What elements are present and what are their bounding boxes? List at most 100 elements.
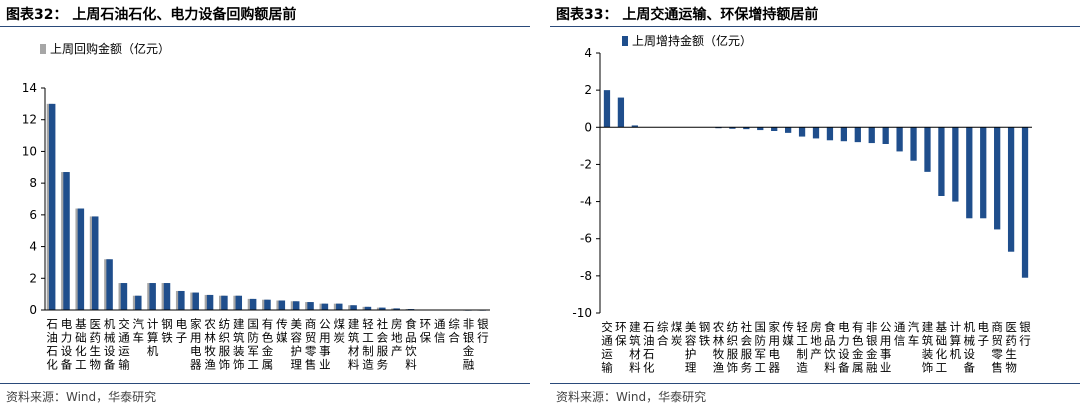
x-category-label: 国防军工 — [247, 317, 259, 372]
x-category-label: 社会服务 — [377, 317, 389, 372]
x-category-label: 医药生物 — [1005, 320, 1017, 375]
bar — [994, 127, 1001, 230]
bar — [798, 127, 806, 137]
bar — [617, 97, 625, 128]
bar — [163, 283, 171, 310]
x-category-label: 石油石化 — [46, 317, 58, 372]
bar — [1021, 127, 1029, 278]
bar — [120, 283, 128, 310]
x-category-label: 食品饮料 — [824, 320, 836, 375]
x-category-label: 交通运输 — [118, 317, 130, 372]
bar — [135, 295, 142, 310]
x-category-label: 社会服务 — [741, 320, 753, 375]
bar — [264, 299, 271, 310]
legend-label: 上周回购金额（亿元） — [50, 41, 170, 56]
x-category-label: 非银金融 — [866, 320, 878, 375]
x-category-label: 建筑材料 — [348, 317, 360, 372]
y-tick-label: 0 — [584, 120, 592, 134]
x-category-label: 轻工制造 — [362, 317, 374, 372]
x-category-label: 电子 — [977, 320, 989, 348]
bar — [1007, 127, 1015, 252]
bar — [729, 127, 736, 129]
bar — [603, 90, 611, 128]
x-category-label: 交通运输 — [601, 320, 613, 375]
bar — [48, 103, 56, 310]
title-rule — [550, 26, 1080, 27]
bar — [743, 127, 750, 130]
y-tick-label: 10 — [22, 144, 37, 158]
x-category-label: 纺织服饰 — [219, 317, 231, 372]
x-category-label: 美容护理 — [290, 317, 302, 372]
bar — [784, 127, 792, 133]
bar — [631, 125, 638, 128]
x-category-label: 煤炭 — [671, 320, 683, 348]
bar — [235, 295, 243, 310]
legend: 上周回购金额（亿元） — [40, 41, 170, 56]
x-category-label: 家用电器 — [768, 320, 780, 375]
x-category-label: 建筑装饰 — [922, 320, 934, 375]
bar — [882, 127, 889, 144]
bar — [379, 307, 386, 310]
bar — [840, 127, 848, 142]
bar — [924, 127, 931, 172]
x-category-label: 家用电器 — [190, 317, 202, 372]
x-category-label: 钢铁 — [161, 317, 173, 345]
bar — [221, 295, 228, 310]
x-category-label: 银行 — [1019, 320, 1031, 348]
bar — [868, 127, 875, 144]
y-tick-label: -6 — [580, 232, 592, 246]
x-category-label: 计算机 — [950, 320, 962, 361]
bar — [952, 127, 959, 202]
bar — [350, 305, 357, 310]
bar — [178, 290, 185, 310]
source-note: 资料来源：Wind，华泰研究 — [556, 390, 707, 404]
bar — [364, 306, 372, 310]
y-tick-label: 6 — [29, 208, 37, 222]
legend-label: 上周增持金额（亿元） — [632, 33, 752, 48]
bar — [896, 127, 903, 152]
x-category-label: 公用事业 — [319, 317, 331, 372]
x-category-label: 农林牧渔 — [713, 320, 725, 375]
x-category-label: 纺织服饰 — [727, 320, 739, 375]
bar — [206, 294, 214, 310]
source-note: 资料来源：Wind，华泰研究 — [6, 390, 157, 404]
chart-title: 图表33： 上周交通运输、环保增持额居前 — [556, 7, 819, 23]
bar — [910, 127, 917, 161]
bar — [393, 308, 400, 310]
x-category-label: 汽车 — [133, 317, 145, 345]
x-category-label: 钢铁 — [699, 320, 711, 348]
x-category-label: 银行 — [477, 317, 489, 345]
x-category-label: 美容护理 — [685, 320, 697, 375]
bar — [278, 300, 286, 310]
x-category-label: 煤炭 — [334, 317, 346, 345]
bar — [149, 283, 156, 310]
x-category-label: 建筑材料 — [629, 320, 641, 375]
x-category-label: 基础化工 — [75, 317, 87, 372]
bar — [854, 127, 861, 143]
source-rule — [0, 383, 530, 384]
bar — [757, 127, 764, 131]
x-category-label: 国防军工 — [755, 320, 767, 375]
x-category-label: 计算机 — [147, 317, 159, 358]
x-category-label: 非银金融 — [463, 317, 475, 372]
x-category-label: 有色金属 — [262, 317, 274, 372]
x-category-label: 食品饮料 — [405, 317, 417, 372]
x-category-label: 通信 — [894, 320, 906, 348]
x-category-label: 房地产 — [810, 320, 822, 361]
x-category-label: 电子 — [176, 317, 188, 345]
bar — [77, 208, 85, 310]
x-category-label: 电力设备 — [838, 320, 850, 375]
legend-swatch — [40, 44, 46, 54]
y-tick-label: 4 — [584, 46, 592, 60]
x-category-label: 医药生物 — [89, 317, 101, 372]
title-rule — [0, 26, 530, 27]
y-tick-label: 8 — [29, 176, 37, 190]
x-category-label: 汽车 — [908, 320, 920, 348]
bar — [771, 127, 778, 131]
bar-chart-buyback: 上周回购金额（亿元） 0 2 4 6 8 10 12 14 石油石化电力设备基础化工医药生物机械设… — [22, 41, 490, 372]
y-tick-label: -8 — [580, 269, 592, 283]
bar — [980, 127, 987, 219]
x-category-label: 商贸零售 — [991, 320, 1003, 375]
bar — [307, 302, 314, 310]
y-tick-label: 0 — [29, 303, 37, 317]
